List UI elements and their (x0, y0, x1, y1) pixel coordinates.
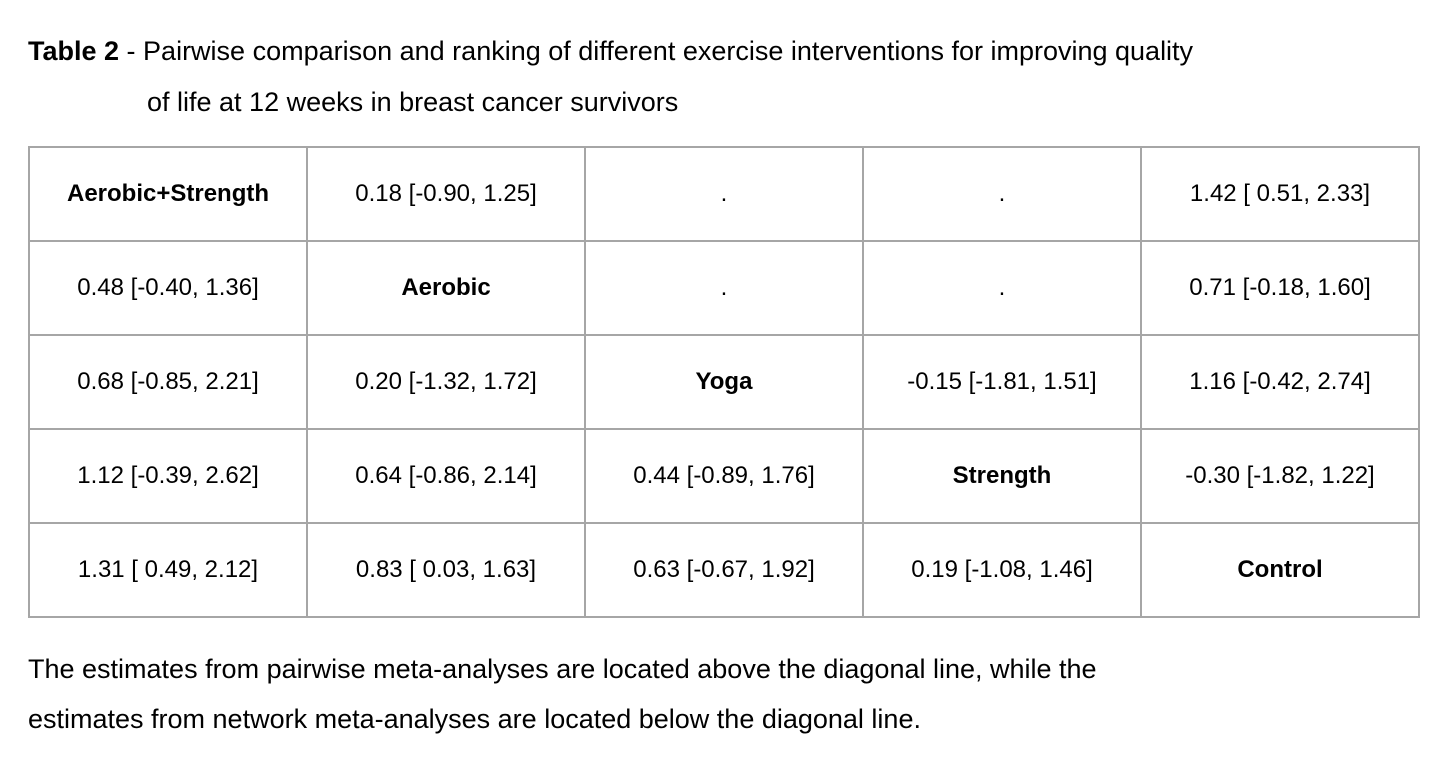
footnote-line1: The estimates from pairwise meta-analyse… (28, 654, 1097, 684)
estimate-cell: 0.19 [-1.08, 1.46] (862, 522, 1142, 618)
diagonal-treatment-cell: Control (1140, 522, 1420, 618)
table-caption-text: - Pairwise comparison and ranking of dif… (119, 36, 1194, 66)
table-footnote: The estimates from pairwise meta-analyse… (28, 644, 1097, 744)
estimate-cell: 0.83 [ 0.03, 1.63] (306, 522, 586, 618)
estimate-cell: . (584, 240, 864, 336)
table-row: 0.68 [-0.85, 2.21] 0.20 [-1.32, 1.72] Yoga… (28, 334, 1420, 430)
table-row: 1.12 [-0.39, 2.62] 0.64 [-0.86, 2.14] 0.44… (28, 428, 1420, 524)
table-row: 1.31 [ 0.49, 2.12] 0.83 [ 0.03, 1.63] 0.63… (28, 522, 1420, 618)
diagonal-treatment-cell: Yoga (584, 334, 864, 430)
table-row: Aerobic+Strength 0.18 [-0.90, 1.25].. 1.42… (28, 146, 1420, 242)
estimate-cell: . (862, 240, 1142, 336)
table-caption-line1: Table 2 - Pairwise comparison and rankin… (28, 26, 1193, 77)
table-caption-line2: of life at 12 weeks in breast cancer sur… (147, 87, 679, 117)
estimate-cell: -0.30 [-1.82, 1.22] (1140, 428, 1420, 524)
estimate-cell: -0.15 [-1.81, 1.51] (862, 334, 1142, 430)
estimate-cell: 1.12 [-0.39, 2.62] (28, 428, 308, 524)
estimate-cell: 0.48 [-0.40, 1.36] (28, 240, 308, 336)
league-table: Aerobic+Strength 0.18 [-0.90, 1.25].. 1.42… (28, 146, 1420, 618)
table-caption: Table 2 - Pairwise comparison and rankin… (28, 26, 1193, 128)
estimate-cell: 1.42 [ 0.51, 2.33] (1140, 146, 1420, 242)
diagonal-treatment-cell: Aerobic+Strength (28, 146, 308, 242)
estimate-cell: 0.64 [-0.86, 2.14] (306, 428, 586, 524)
league-table-body: Aerobic+Strength 0.18 [-0.90, 1.25].. 1.42… (28, 146, 1420, 618)
diagonal-treatment-cell: Strength (862, 428, 1142, 524)
table-caption-label: Table 2 (28, 36, 120, 66)
diagonal-treatment-cell: Aerobic (306, 240, 586, 336)
estimate-cell: 0.71 [-0.18, 1.60] (1140, 240, 1420, 336)
estimate-cell: 1.31 [ 0.49, 2.12] (28, 522, 308, 618)
estimate-cell: . (862, 146, 1142, 242)
estimate-cell: . (584, 146, 864, 242)
estimate-cell: 0.18 [-0.90, 1.25] (306, 146, 586, 242)
estimate-cell: 1.16 [-0.42, 2.74] (1140, 334, 1420, 430)
table-row: 0.48 [-0.40, 1.36] Aerobic.. 0.71 [-0.18, … (28, 240, 1420, 336)
estimate-cell: 0.44 [-0.89, 1.76] (584, 428, 864, 524)
estimate-cell: 0.20 [-1.32, 1.72] (306, 334, 586, 430)
estimate-cell: 0.68 [-0.85, 2.21] (28, 334, 308, 430)
footnote-line2: estimates from network meta-analyses are… (28, 704, 921, 734)
estimate-cell: 0.63 [-0.67, 1.92] (584, 522, 864, 618)
